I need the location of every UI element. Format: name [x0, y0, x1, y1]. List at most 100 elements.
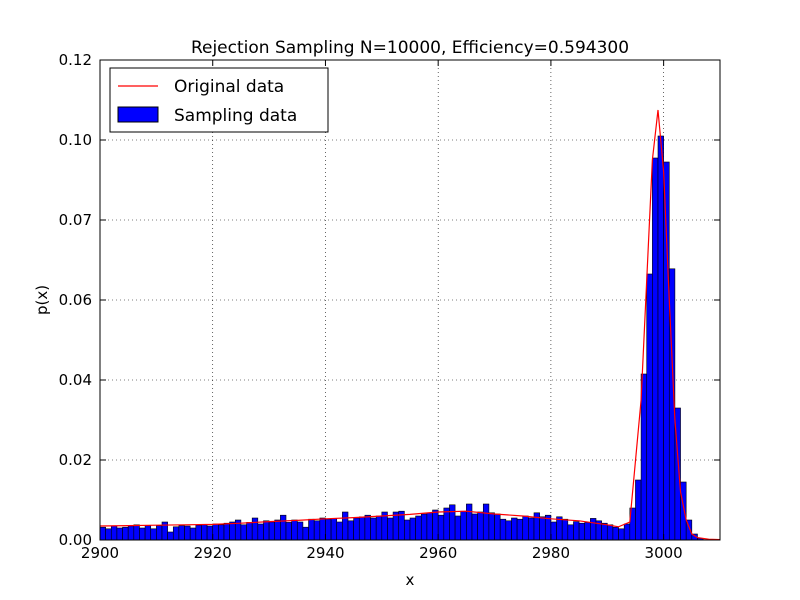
histogram-bar — [657, 135, 664, 541]
histogram-bar — [623, 523, 631, 541]
histogram-bar — [291, 519, 298, 541]
legend-label-original: Original data — [174, 77, 284, 97]
histogram-bar — [618, 528, 625, 541]
histogram-bar — [127, 525, 135, 541]
histogram-bar — [432, 509, 439, 541]
histogram-bar — [505, 520, 512, 541]
histogram-bar — [302, 526, 309, 541]
y-tick-label: 0.00 — [59, 531, 92, 549]
original-data-line — [99, 109, 721, 541]
legend: Original data Sampling data — [109, 67, 329, 133]
histogram-bar — [449, 504, 456, 541]
histogram-bar — [240, 524, 247, 541]
histogram-bar — [206, 525, 214, 541]
histogram-bar — [263, 520, 270, 541]
x-tick-label: 2940 — [306, 544, 344, 562]
histogram-bar — [105, 528, 112, 541]
histogram-bar — [387, 517, 394, 541]
histogram-bar — [110, 525, 118, 541]
y-tick-label: 0.10 — [59, 131, 92, 149]
histogram-bar — [184, 525, 191, 541]
chart-title: Rejection Sampling N=10000, Efficiency=0… — [191, 38, 629, 58]
histogram-bar — [522, 515, 529, 541]
histogram-bar — [257, 523, 264, 541]
y-axis-label: p(x) — [33, 285, 51, 315]
histogram-bar — [556, 516, 563, 541]
legend-bar-swatch — [117, 106, 159, 123]
histogram-bar — [635, 479, 642, 541]
histogram-bar — [375, 515, 383, 541]
histogram-bar — [139, 527, 146, 541]
histogram-bar — [584, 522, 591, 541]
histogram-bar — [370, 517, 377, 541]
histogram-bar — [172, 526, 180, 541]
histogram-bar — [150, 528, 157, 541]
x-tick-label: 2920 — [194, 544, 232, 562]
histogram-bar — [156, 525, 163, 541]
histogram-bar — [336, 521, 343, 541]
histogram-bar — [488, 512, 495, 541]
histogram-bar — [590, 518, 597, 541]
histogram-bar — [437, 514, 445, 541]
histogram-bar — [454, 515, 462, 541]
y-tick-label: 0.12 — [59, 51, 92, 69]
histogram-bar — [646, 273, 653, 541]
histogram-bar — [601, 522, 608, 541]
histogram-bar — [246, 522, 253, 541]
y-tick-label: 0.04 — [59, 371, 92, 389]
histogram-bar — [178, 525, 185, 541]
histogram-bar — [612, 526, 619, 541]
x-axis-label: x — [406, 571, 415, 589]
histogram-bar — [606, 524, 614, 541]
histogram-bar — [640, 373, 648, 541]
histogram-bar — [494, 513, 501, 541]
tick-layer: 2900 2920 2940 2960 2980 3000 0.00 0.02 0.04 0.06… — [59, 51, 720, 562]
histogram-bar — [229, 521, 236, 541]
histogram-bar — [268, 521, 276, 541]
histogram-bar — [218, 524, 225, 541]
histogram-bar — [274, 519, 281, 541]
histogram-bar — [296, 521, 304, 541]
histogram-bar — [144, 525, 152, 541]
line-layer — [99, 109, 721, 541]
histogram-bar — [347, 520, 354, 541]
histogram-bar — [443, 507, 450, 541]
histogram-bar — [511, 517, 518, 541]
histogram-bar — [550, 521, 557, 541]
histogram-bar — [325, 518, 332, 541]
histogram-bar — [680, 481, 687, 541]
histogram-bar — [330, 518, 338, 541]
histogram-bar — [528, 517, 535, 541]
y-tick-label: 0.07 — [59, 211, 92, 229]
y-tick-label: 0.06 — [59, 291, 92, 309]
histogram-bar — [471, 513, 478, 541]
histogram-bar — [573, 521, 580, 541]
x-tick-label: 2900 — [81, 544, 119, 562]
histogram-bar — [285, 522, 292, 541]
histogram-bar — [319, 517, 326, 541]
histogram-bar — [415, 515, 422, 541]
histogram-bar — [420, 513, 428, 541]
x-tick-label: 2960 — [419, 544, 457, 562]
histogram-bar — [426, 512, 433, 541]
histogram-bar — [223, 522, 230, 541]
histogram-bar — [358, 516, 366, 541]
y-tick-label: 0.02 — [59, 451, 92, 469]
histogram-bar — [280, 514, 287, 541]
histogram-bar — [353, 517, 360, 541]
histogram-bar — [342, 511, 349, 541]
histogram-bar — [122, 526, 129, 541]
histogram-bar — [195, 524, 202, 541]
histogram-bar — [251, 517, 259, 541]
histogram-bar — [364, 514, 371, 541]
histogram-bar — [460, 510, 467, 541]
histogram-bar — [392, 511, 400, 541]
histogram-bar — [652, 157, 659, 541]
legend-label-sampling: Sampling data — [174, 106, 297, 126]
histogram-bar — [516, 518, 524, 541]
histogram-bar — [201, 524, 208, 541]
histogram-bar — [578, 522, 586, 541]
x-tick-label: 2980 — [532, 544, 570, 562]
histogram-bar — [99, 526, 106, 541]
histogram-bar — [567, 524, 574, 541]
